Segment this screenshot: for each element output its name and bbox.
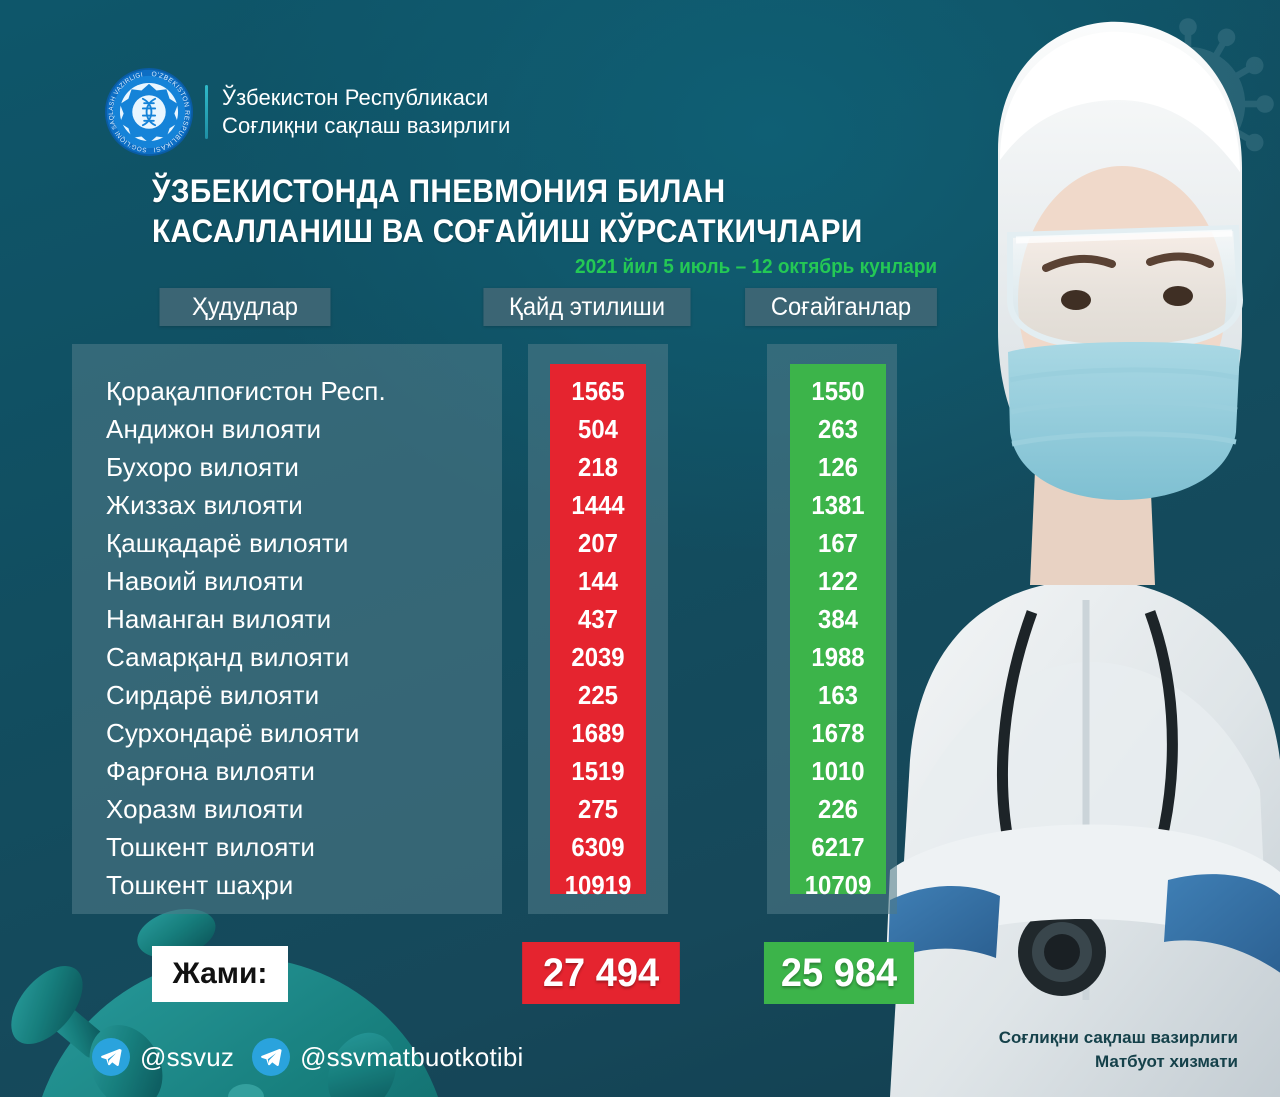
table-row-recovered: 384 [818, 604, 858, 634]
table-row-cases: 10919 [564, 870, 632, 900]
table-row-cases: 1565 [571, 376, 625, 406]
column-header-recovered: Соғайганлар [745, 288, 937, 326]
table-row-region: Андижон вилояти [106, 414, 322, 444]
table-row-recovered: 1550 [811, 376, 865, 406]
table-row-cases: 2039 [571, 642, 625, 672]
table-row-region: Қорақалпоғистон Респ. [106, 376, 386, 406]
table-row-region: Бухоро вилояти [106, 452, 299, 482]
table-row-region: Навоий вилояти [106, 566, 304, 596]
table-row-region: Тошкент шаҳри [106, 870, 294, 900]
credit-line-2: Матбуот хизмати [1095, 1052, 1238, 1072]
ministry-emblem-icon: O'ZBEKISTON RESPUBLIKASI SOG'LIQNI SAQLA… [105, 68, 193, 156]
table-row-region: Фарғона вилояти [106, 756, 315, 786]
table-row-cases: 275 [578, 794, 618, 824]
brand-line-2: Соғлиқни сақлаш вазирлиги [222, 113, 511, 138]
telegram-handle-1[interactable]: @ssvuz [140, 1041, 235, 1072]
recovered-bar [790, 364, 886, 894]
table-row-region: Самарқанд вилояти [106, 642, 350, 672]
table-row-region: Қашқадарё вилояти [106, 528, 349, 558]
date-range-subtitle: 2021 йил 5 июль – 12 октябрь кунлари [575, 256, 938, 278]
region-name-list: Қорақалпоғистон Респ. Андижон вилояти Бухо… [106, 372, 506, 904]
brand-text: Ўзбекистон Республикаси Соғлиқни сақлаш … [222, 84, 510, 140]
brand-line-1: Ўзбекистон Республикаси [222, 84, 489, 110]
table-row-recovered: 263 [818, 414, 858, 444]
title-line-1: ЎЗБЕКИСТОНДА ПНЕВМОНИЯ БИЛАН [152, 173, 726, 209]
credit-line-1: Соғлиқни сақлаш вазирлиги [998, 1028, 1238, 1047]
table-row-recovered: 126 [818, 452, 858, 482]
table-row-recovered: 10709 [804, 870, 872, 900]
table-row-recovered: 1988 [811, 642, 865, 672]
table-row-cases: 225 [578, 680, 618, 710]
recovered-value-list: 1550 263 126 1381 167 122 384 1988 163 1678 1010 22… [788, 372, 888, 904]
table-row-region: Тошкент вилояти [106, 832, 316, 862]
title-line-2: КАСАЛЛАНИШ ВА СОҒАЙИШ КЎРСАТКИЧЛАРИ [152, 212, 863, 249]
table-row-cases: 504 [578, 414, 618, 444]
social-links: @ssvuz @ssvmatbuotkotibi [92, 1038, 532, 1076]
table-row-region: Сурхондарё вилояти [106, 718, 360, 748]
table-row-recovered: 163 [818, 680, 858, 710]
table-row-recovered: 1381 [811, 490, 865, 520]
total-cases-value: 27 494 [522, 942, 680, 1004]
telegram-handle-2[interactable]: @ssvmatbuotkotibi [300, 1041, 524, 1072]
table-row-recovered: 226 [818, 794, 858, 824]
table-row-cases: 6309 [571, 832, 625, 862]
table-row-cases: 207 [578, 528, 618, 558]
table-row-recovered: 167 [818, 528, 858, 558]
page-title: ЎЗБЕКИСТОНДА ПНЕВМОНИЯ БИЛАН КАСАЛЛАНИШ … [152, 172, 863, 251]
table-row-recovered: 122 [818, 566, 858, 596]
table-row-cases: 1689 [571, 718, 625, 748]
brand-divider [205, 85, 208, 139]
table-row-region: Жиззах вилояти [106, 490, 303, 520]
table-row-recovered: 6217 [811, 832, 865, 862]
table-row-region: Сирдарё вилояти [106, 680, 320, 710]
telegram-icon[interactable] [92, 1038, 130, 1076]
total-recovered-value: 25 984 [763, 942, 915, 1004]
total-label: Жами: [152, 946, 288, 1002]
table-row-cases: 1519 [571, 756, 625, 786]
regions-panel [72, 344, 502, 914]
column-header-cases: Қайд этилиши [483, 288, 691, 326]
table-row-recovered: 1678 [811, 718, 865, 748]
healthcare-worker-photo [860, 0, 1280, 1097]
table-row-recovered: 1010 [811, 756, 865, 786]
table-row-region: Хоразм вилояти [106, 794, 304, 824]
table-row-cases: 437 [578, 604, 618, 634]
cases-bar [550, 364, 646, 894]
press-service-credit: Соғлиқни сақлаш вазирлиги Матбуот хизмат… [999, 1026, 1238, 1074]
ministry-brand: O'ZBEKISTON RESPUBLIKASI SOG'LIQNI SAQLA… [105, 68, 510, 156]
table-row-cases: 1444 [571, 490, 625, 520]
cases-value-list: 1565 504 218 1444 207 144 437 2039 225 1689 1519 27… [548, 372, 648, 904]
telegram-icon-2[interactable] [252, 1038, 291, 1076]
column-header-regions: Ҳудудлар [159, 288, 331, 326]
table-row-cases: 144 [578, 566, 618, 596]
table-row-region: Наманган вилояти [106, 604, 332, 634]
table-row-cases: 218 [578, 452, 618, 482]
